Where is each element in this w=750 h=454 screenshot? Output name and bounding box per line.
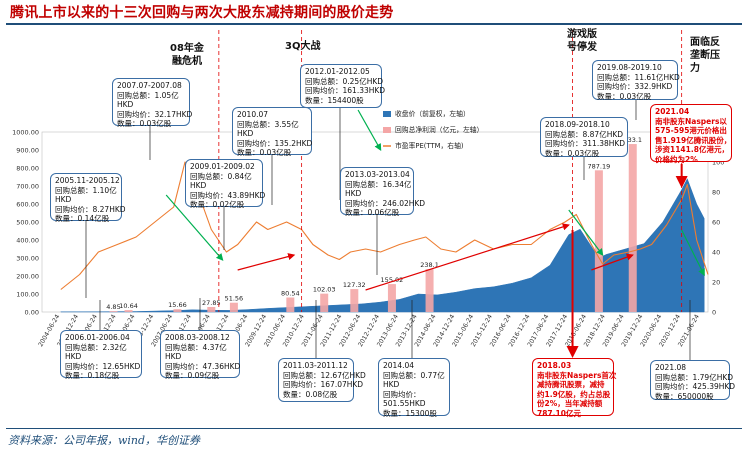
page-title: 腾讯上市以来的十三次回购与两次大股东减持期间的股价走势 [10,5,394,21]
legend-swatch-price [383,111,391,117]
buyback-bar [109,311,118,312]
event-3q-war-label: 3Q大战 [285,41,321,52]
y-left-tick-label: 600.00 [16,201,39,209]
buyback-bar [320,293,329,312]
buyback-box-2005: 2005.11-2005.12 回购总额：1.10亿 HKD 回购均价：8.27… [50,173,126,223]
y-right-tick-label: 60 [712,219,720,227]
y-right-tick-label: 40 [712,249,720,257]
buyback-bar [207,306,216,312]
buyback-bar-label: 102.03 [313,286,336,294]
y-left-tick-label: 1000.00 [12,129,39,137]
buyback-bar [173,309,182,312]
buyback-bar-label: 933.1 [623,136,642,144]
buyback-box-2007: 2007.07-2007.08 回购总额：1.05亿 HKD 回购均价：32.1… [112,78,192,128]
buyback-bar [229,302,238,312]
buyback-box-2013: 2013.03-2013.04 回购总额：16.34亿 HKD 回购均价：246… [340,167,425,217]
down-trend-arrow [681,229,705,277]
y-right-tick-label: 100 [712,159,724,167]
y-left-tick-label: 900.00 [16,147,39,155]
y-left-tick-label: 700.00 [16,183,39,191]
buyback-box-2011: 2011.03-2011.12 回购总额：12.67亿HKD 回购均价：167.… [278,358,366,402]
y-left-tick-label: 300.00 [16,255,39,263]
buyback-box-2010: 2010.07 回购总额：3.55亿 HKD 回购均价：135.2HKD 数量：… [232,107,312,157]
buyback-box-2019: 2019.08-2019.10 回购总额：11.61亿HKD 回购均价：332.… [592,60,680,101]
buyback-box-2014: 2014.04 回购总额：0.77亿 HKD 回购均价： 501.55HKD 数… [378,358,450,418]
buyback-bar-label: 238.1 [420,261,439,269]
up-trend-arrow [591,253,634,271]
buyback-bar-label: 4.85 [106,303,120,311]
legend-label-price: 收盘价（前复权，左轴） [395,109,470,118]
buyback-bar-label: 27.85 [202,299,221,307]
legend-label-buyback: 回购总净利润（亿元，左轴） [395,125,483,134]
y-left-tick-label: 100.00 [16,291,39,299]
buyback-bar-label: 80.54 [281,290,300,298]
y-left-tick-label: 400.00 [16,237,39,245]
buyback-bar [286,297,295,312]
event-crisis-label: 08年金 融危机 [170,43,204,67]
buyback-bar [350,289,359,312]
buyback-box-2006: 2006.01-2006.04 回购总额：2.32亿 HKD 回购均价：12.6… [60,330,142,380]
legend-swatch-buyback [383,127,391,133]
buyback-bar-label: 15.66 [168,301,187,309]
buyback-bar-label: 51.56 [225,295,244,303]
buyback-box-2008: 2008.03-2008.12 回购总额：4.37亿 HKD 回购均价：47.3… [160,330,240,380]
y-left-tick-label: 500.00 [16,219,39,227]
source-note: 资料来源：公司年报，wind，华创证券 [8,434,201,447]
y-right-tick-label: 20 [712,279,720,287]
y-left-tick-label: 0.00 [25,309,39,317]
title-rule [6,23,742,25]
buyback-bar-label: 155.02 [381,276,404,284]
legend-label-pe: 市盈率PE(TTM，右轴) [395,141,464,150]
buyback-bar-label: 787.19 [588,162,611,170]
naspers-2021-box: 2021.04 南非股东Naspers以 575-595港元价格出 售1.919… [650,104,732,164]
buyback-bar-label: 127.32 [343,281,366,289]
naspers-2018-box: 2018.03 南非股东Naspers首次 减持腾讯股票，减持 约1.9亿股，约… [532,358,616,418]
up-trend-arrow [365,223,570,291]
down-trend-arrow [165,194,224,261]
up-trend-arrow [237,253,296,271]
buyback-box-2018: 2018.09-2018.10 回购总额：8.87亿HKD 回购均价：311.3… [540,117,628,158]
bottom-rule [6,428,742,429]
buyback-box-2012: 2012.01-2012.05 回购总额：0.25亿HKD 回购均价：161.3… [300,64,385,108]
buyback-bar [594,170,603,312]
buyback-box-2009: 2009.01-2009.02 回购总额：0.84亿 HKD 回购均价：43.8… [185,159,265,209]
y-left-tick-label: 200.00 [16,273,39,281]
y-right-tick-label: 80 [712,189,720,197]
down-trend-arrow [568,209,604,256]
buyback-bar [425,269,434,312]
buyback-box-2021: 2021.08 回购总额：1.79亿HKD 回购均价：425.39HKD 数量：… [650,360,735,401]
y-left-tick-label: 800.00 [16,165,39,173]
buyback-bar-label: 10.64 [119,302,138,310]
buyback-bar [628,144,637,312]
buyback-bar [124,310,133,312]
buyback-bar [387,284,396,312]
y-right-tick-label: 0 [712,309,716,317]
event-antitrust-label: 面临反 垄断压 力 [690,37,720,74]
down-trend-arrow [357,109,382,152]
event-game-freeze-label: 游戏版 号停发 [567,29,597,53]
